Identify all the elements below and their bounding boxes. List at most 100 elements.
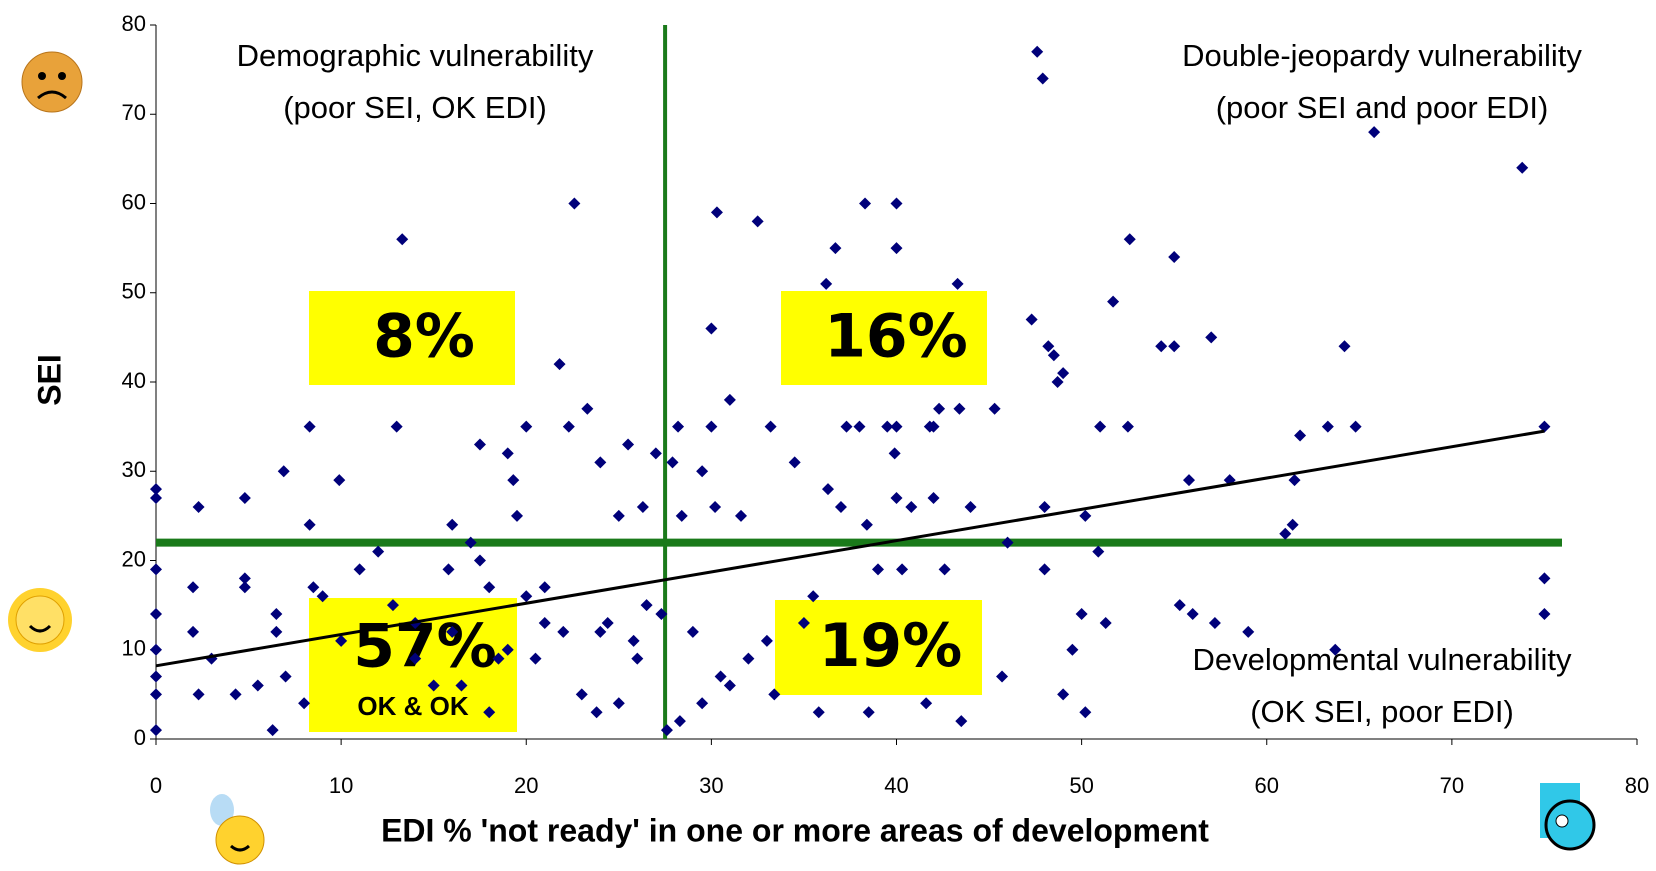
quadrant-label: Developmental vulnerability — [1192, 642, 1572, 677]
point — [896, 563, 909, 576]
blob-icon — [1540, 783, 1596, 851]
point — [675, 509, 688, 522]
point — [303, 420, 316, 433]
point — [575, 688, 588, 701]
point — [1279, 527, 1292, 540]
point — [1538, 572, 1551, 585]
point — [279, 670, 292, 683]
point — [1329, 643, 1342, 656]
percent-label: 8% — [373, 302, 475, 372]
quadrant-label: (poor SEI, OK EDI) — [283, 90, 547, 125]
point — [1538, 420, 1551, 433]
percent-box — [775, 600, 982, 695]
point — [538, 581, 551, 594]
point — [427, 679, 440, 692]
point — [859, 197, 872, 210]
point — [933, 402, 946, 415]
point — [631, 652, 644, 665]
y-tick-label: 30 — [122, 457, 146, 482]
quadrant-label: (poor SEI and poor EDI) — [1216, 90, 1549, 125]
point — [303, 518, 316, 531]
point — [510, 509, 523, 522]
point — [709, 500, 722, 513]
x-tick-label: 60 — [1255, 773, 1279, 798]
point — [372, 545, 385, 558]
point — [640, 599, 653, 612]
x-tick-label: 80 — [1625, 773, 1649, 798]
y-tick-label: 80 — [122, 11, 146, 36]
point — [1368, 126, 1381, 139]
point — [594, 625, 607, 638]
point — [1321, 420, 1334, 433]
point — [807, 590, 820, 603]
point — [277, 465, 290, 478]
point — [483, 706, 496, 719]
point — [1168, 251, 1181, 264]
point — [890, 242, 903, 255]
point — [446, 625, 459, 638]
point — [964, 500, 977, 513]
x-tick-label: 40 — [884, 773, 908, 798]
point — [905, 500, 918, 513]
point — [150, 492, 162, 505]
point — [881, 420, 894, 433]
point — [655, 608, 668, 621]
point — [229, 688, 242, 701]
point — [396, 233, 409, 246]
x-tick-label: 70 — [1440, 773, 1464, 798]
point — [446, 518, 459, 531]
point — [238, 572, 251, 585]
point — [386, 599, 399, 612]
x-tick-label: 30 — [699, 773, 723, 798]
point — [888, 447, 901, 460]
point — [150, 608, 162, 621]
point — [568, 197, 581, 210]
point — [1182, 474, 1195, 487]
point — [1092, 545, 1105, 558]
y-tick-label: 10 — [122, 636, 146, 661]
point — [409, 652, 422, 665]
percent-label: 57% — [353, 612, 497, 682]
point — [1205, 331, 1218, 344]
x-axis-label: EDI % 'not ready' in one or more areas o… — [381, 812, 1209, 848]
point — [1288, 474, 1301, 487]
point — [927, 492, 940, 505]
point — [1031, 45, 1044, 58]
point — [871, 563, 884, 576]
point — [788, 456, 801, 469]
percent-box — [781, 291, 987, 385]
point — [1107, 295, 1120, 308]
point — [714, 670, 727, 683]
point — [1042, 340, 1055, 353]
point — [673, 715, 686, 728]
point — [307, 581, 320, 594]
point — [1186, 608, 1199, 621]
point — [1075, 608, 1088, 621]
point — [562, 420, 575, 433]
point — [150, 670, 162, 683]
point — [1208, 616, 1221, 629]
point — [860, 518, 873, 531]
point — [797, 616, 810, 629]
point — [501, 447, 514, 460]
point — [1025, 313, 1038, 326]
point — [1079, 706, 1092, 719]
point — [1155, 340, 1168, 353]
point — [529, 652, 542, 665]
point — [686, 625, 699, 638]
percent-label: 16% — [824, 302, 968, 372]
point — [150, 724, 162, 737]
y-tick-label: 50 — [122, 279, 146, 304]
y-tick-label: 60 — [122, 189, 146, 214]
point — [192, 500, 205, 513]
point — [1173, 599, 1186, 612]
point — [501, 643, 514, 656]
point — [150, 483, 162, 496]
point — [672, 420, 685, 433]
point — [723, 393, 736, 406]
point — [270, 625, 283, 638]
point — [627, 634, 640, 647]
point — [710, 206, 723, 219]
point — [464, 536, 477, 549]
point — [455, 679, 468, 692]
